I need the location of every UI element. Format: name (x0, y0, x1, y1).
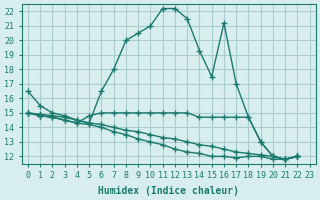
X-axis label: Humidex (Indice chaleur): Humidex (Indice chaleur) (98, 186, 239, 196)
